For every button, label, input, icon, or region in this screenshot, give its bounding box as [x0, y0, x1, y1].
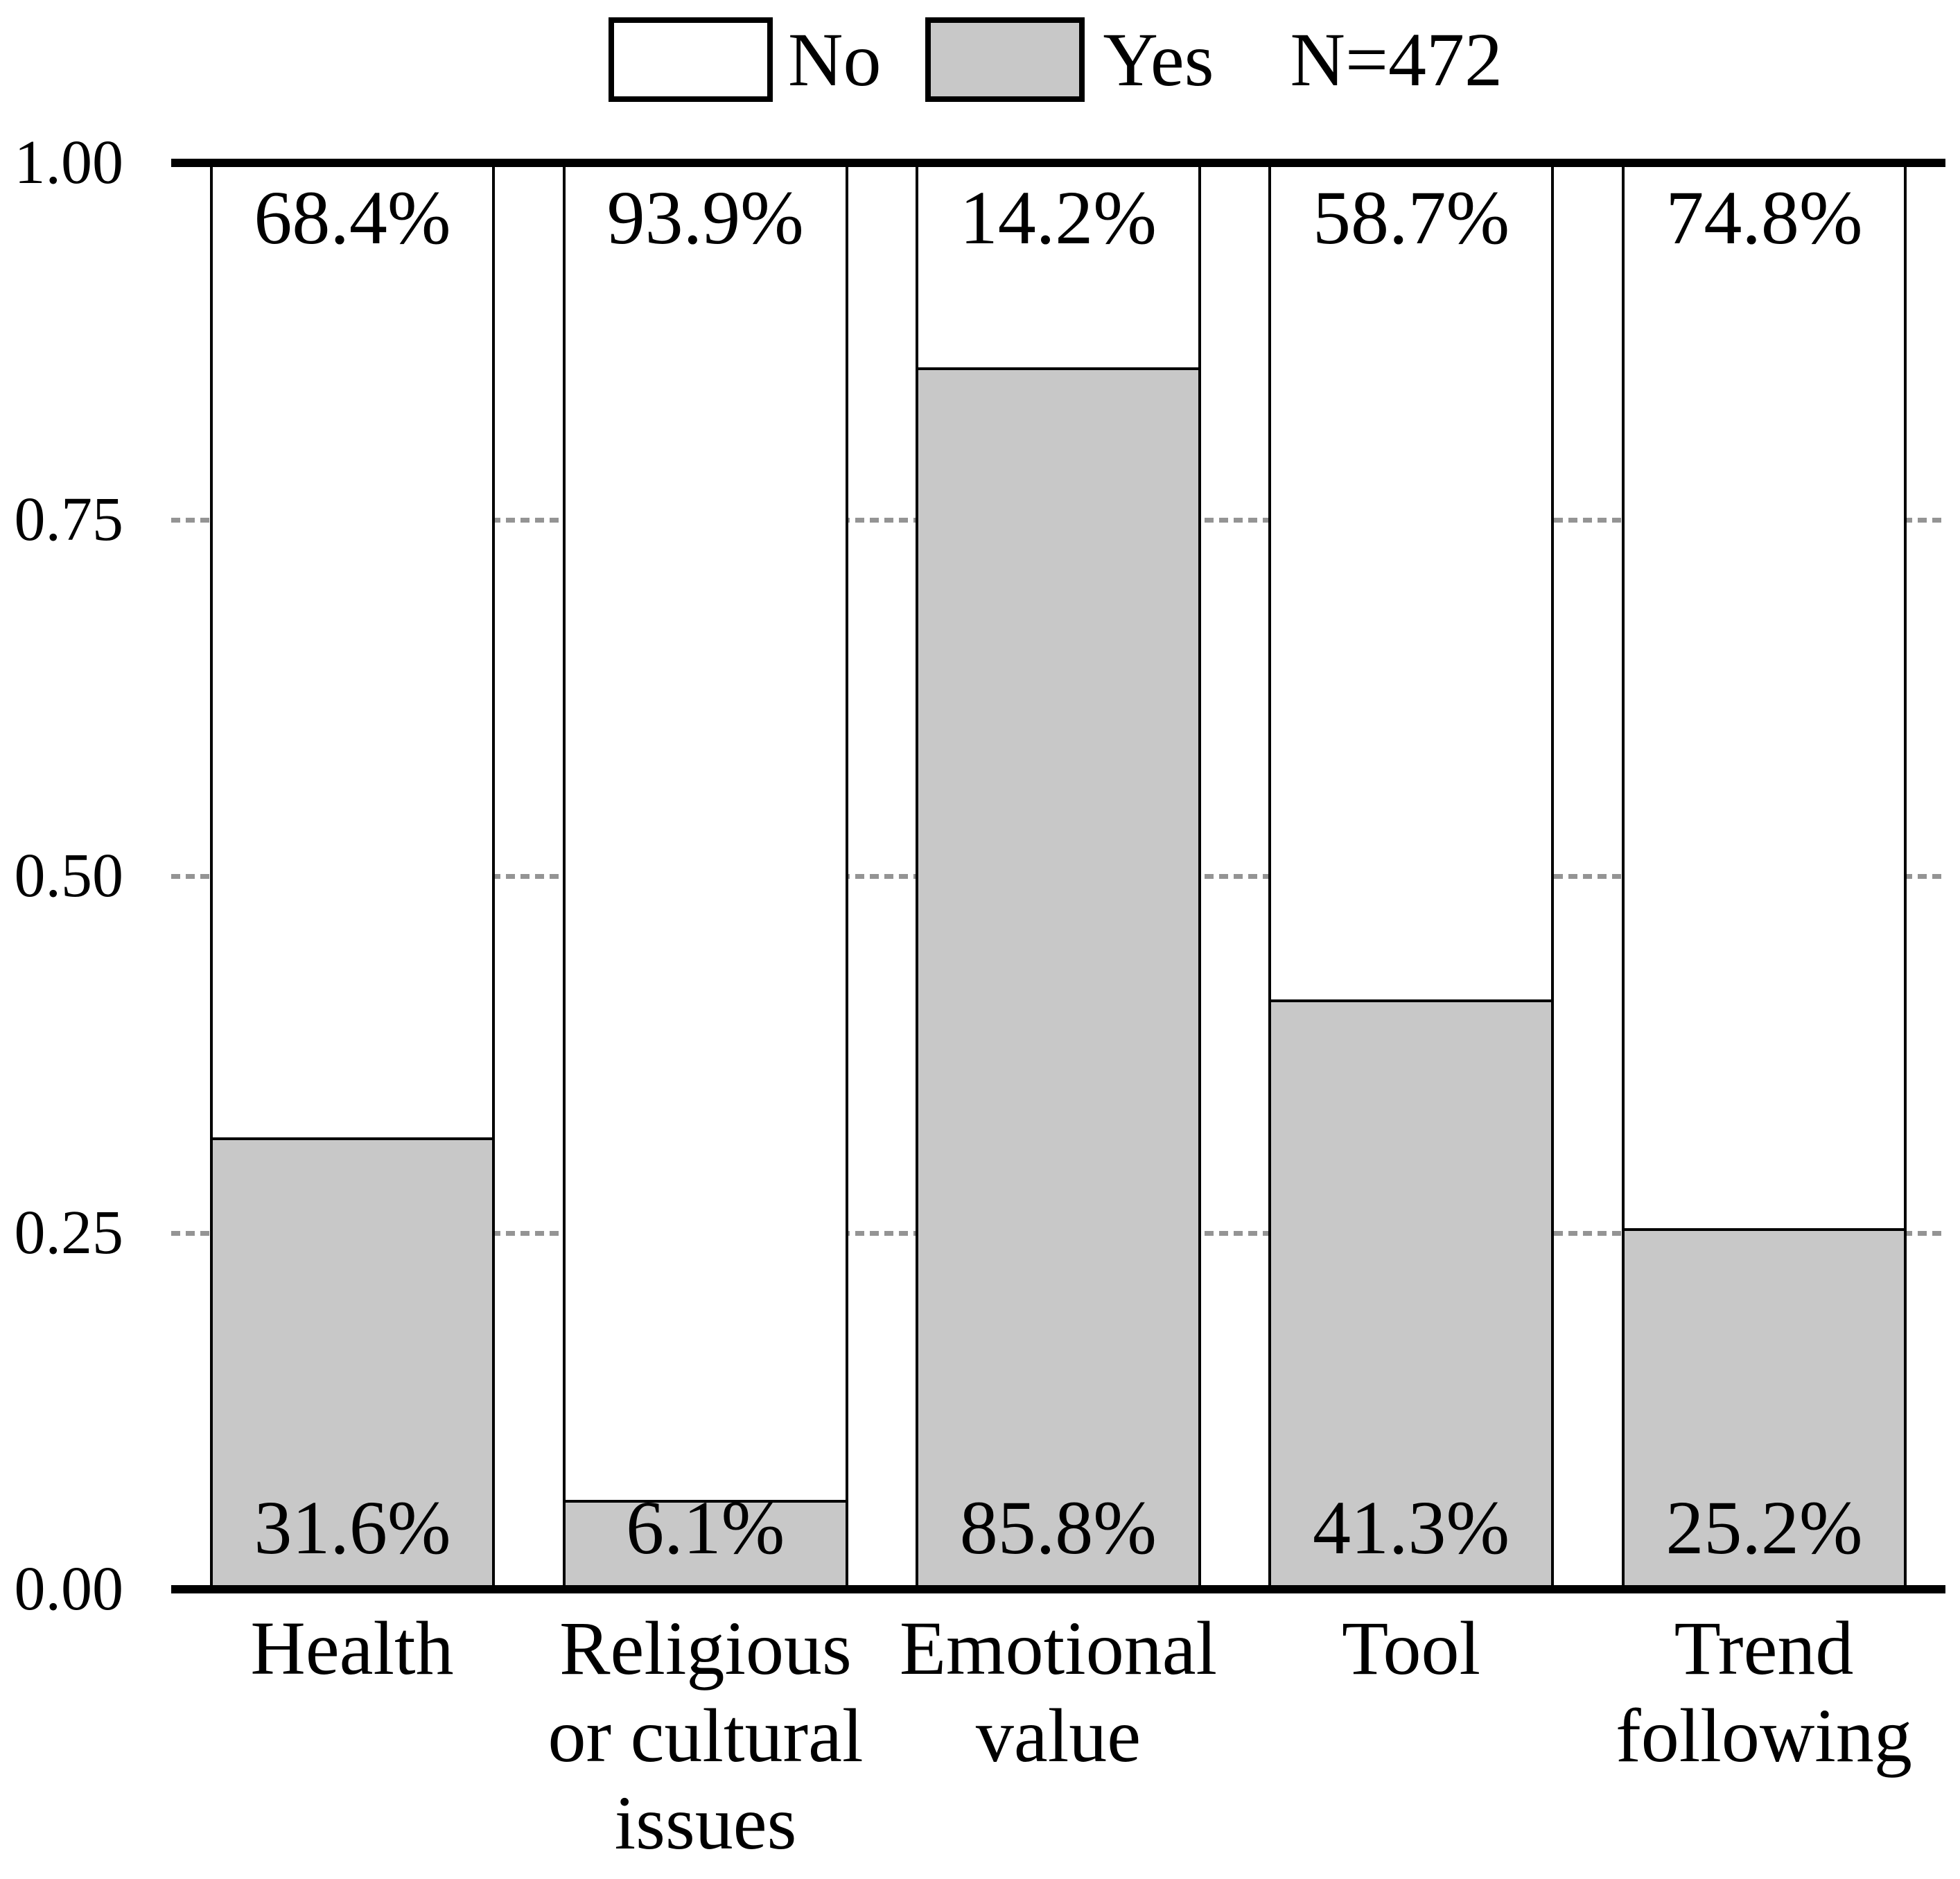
- category-label-emotional: Emotional value: [899, 1606, 1218, 1778]
- sample-size-label: N=472: [1290, 17, 1503, 102]
- bar-emotional-no-label: 14.2%: [959, 175, 1157, 260]
- legend: No Yes N=472: [609, 17, 1503, 102]
- y-tick-label-0.00: 0.00: [14, 1555, 124, 1623]
- legend-swatch-yes: [925, 17, 1085, 102]
- bar-health-no-label: 68.4%: [254, 175, 451, 260]
- y-tick-label-1.00: 1.00: [14, 128, 124, 197]
- bar-tool-yes-label: 41.3%: [1312, 1485, 1510, 1570]
- y-tick-label-0.25: 0.25: [14, 1198, 124, 1267]
- top-axis-line: [171, 159, 1945, 167]
- bar-religious: 93.9% 6.1%: [562, 163, 848, 1589]
- bar-religious-yes-label: 6.1%: [626, 1485, 785, 1570]
- category-label-religious: Religious or cultural issues: [548, 1606, 864, 1865]
- bar-health: 68.4% 31.6%: [209, 163, 496, 1589]
- legend-label-no: No: [788, 17, 882, 102]
- bar-emotional-yes-segment: [918, 367, 1198, 1587]
- bar-tool: 58.7% 41.3%: [1268, 163, 1554, 1589]
- bar-health-yes-segment: [212, 1137, 493, 1587]
- bar-trend-yes-segment: [1624, 1228, 1905, 1587]
- y-tick-label-0.50: 0.50: [14, 841, 124, 910]
- bar-tool-yes-segment: [1271, 999, 1551, 1587]
- bar-tool-no-label: 58.7%: [1312, 175, 1510, 260]
- category-label-trend: Trend following: [1616, 1606, 1912, 1778]
- bar-trend-no-label: 74.8%: [1665, 175, 1863, 260]
- bar-trend-yes-label: 25.2%: [1665, 1485, 1863, 1570]
- category-label-health: Health: [250, 1606, 454, 1690]
- category-label-tool: Tool: [1341, 1606, 1481, 1690]
- legend-swatch-no: [609, 17, 773, 102]
- bottom-axis-line: [171, 1585, 1945, 1593]
- bar-religious-no-label: 93.9%: [606, 175, 804, 260]
- bar-emotional-yes-label: 85.8%: [959, 1485, 1157, 1570]
- bar-trend: 74.8% 25.2%: [1621, 163, 1907, 1589]
- y-tick-label-0.75: 0.75: [14, 485, 124, 554]
- legend-label-yes: Yes: [1103, 17, 1214, 102]
- bar-religious-yes-segment: [565, 1499, 846, 1587]
- bar-health-yes-label: 31.6%: [254, 1485, 451, 1570]
- bar-emotional: 14.2% 85.8%: [915, 163, 1201, 1589]
- plot-area: 68.4% 31.6% 93.9% 6.1% 14.2% 85.8% 58.7%…: [171, 163, 1945, 1589]
